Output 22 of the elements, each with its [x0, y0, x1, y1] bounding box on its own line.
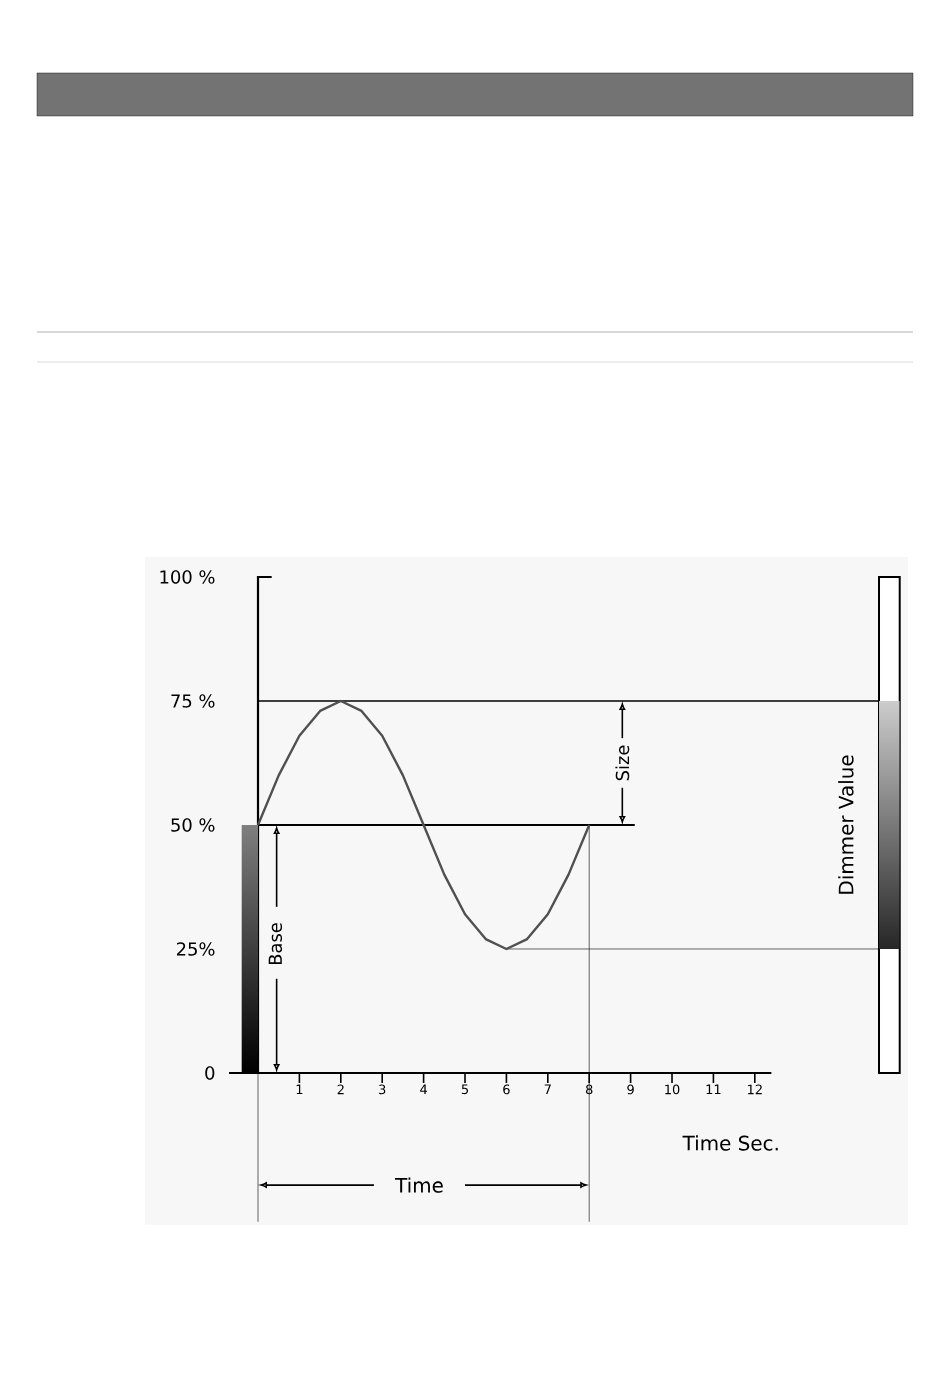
x-tick-label: 3: [379, 1084, 386, 1095]
annotation: Base: [268, 923, 283, 965]
annotation: Size: [615, 745, 630, 781]
y-tick-label: 0: [205, 1066, 215, 1080]
x-tick-label: 4: [420, 1084, 427, 1094]
x-tick-label: 9: [627, 1084, 634, 1095]
x-tick-label: 10: [665, 1084, 680, 1095]
x-tick-label: 6: [503, 1084, 510, 1095]
y-tick-label: 100 %: [160, 570, 215, 584]
x-tick-label: 5: [461, 1084, 468, 1095]
x-tick-label: 1: [296, 1084, 303, 1094]
x-tick-label: 7: [544, 1084, 551, 1094]
x-tick-label: 12: [747, 1084, 762, 1095]
x-tick-label: 2: [337, 1084, 344, 1095]
x-tick-label: 8: [585, 1084, 593, 1095]
y-tick-label: 25%: [176, 942, 215, 956]
x-tick-label: 11: [706, 1084, 721, 1094]
x-axis-title: Time Sec.: [682, 1135, 778, 1151]
y-tick-label: 75 %: [171, 694, 215, 708]
y-tick-label: 50 %: [171, 818, 215, 832]
text: Dimmer Value: [838, 755, 854, 894]
text: Time: [395, 1177, 443, 1193]
